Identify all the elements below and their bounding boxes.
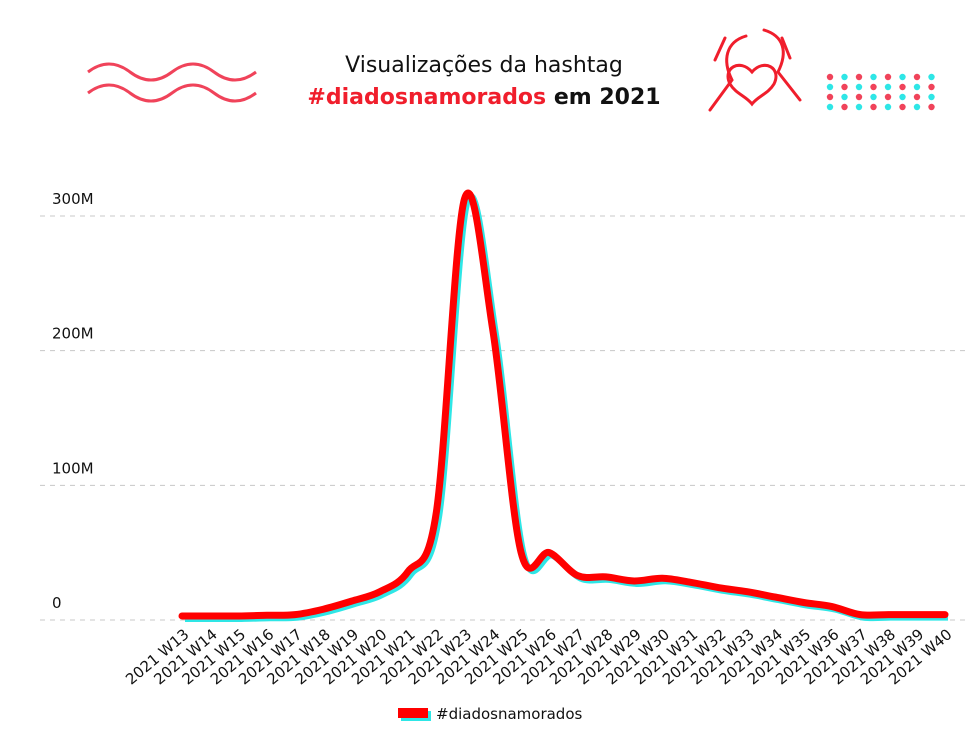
dot <box>884 103 892 111</box>
dots <box>826 73 935 111</box>
dot <box>884 93 892 101</box>
dot <box>913 73 921 81</box>
dot <box>913 83 921 91</box>
dot <box>870 93 877 101</box>
dot <box>841 93 848 101</box>
dot <box>928 83 935 91</box>
dot <box>826 83 834 91</box>
waves <box>87 62 257 103</box>
legend-swatch <box>398 708 428 718</box>
dot <box>913 103 921 111</box>
y-tick-label: 200M <box>52 325 94 343</box>
heart-hands-icon <box>708 28 802 112</box>
subtitle-rest: em 2021 <box>554 85 661 110</box>
line-shadow <box>185 193 948 623</box>
y-tick-label: 300M <box>52 190 94 208</box>
dot <box>928 103 935 111</box>
dot <box>913 93 921 101</box>
y-tick-label: 0 <box>52 594 62 612</box>
chart-title: Visualizações da hashtag <box>345 53 623 78</box>
dot <box>870 103 877 111</box>
chart-subtitle: #diadosnamorados em 2021 <box>307 85 660 110</box>
dot <box>841 83 848 91</box>
dot <box>826 93 834 101</box>
dot <box>899 73 906 81</box>
dot <box>884 73 892 81</box>
line <box>178 189 949 620</box>
dot <box>855 73 863 81</box>
dot <box>855 83 863 91</box>
dot <box>899 103 906 111</box>
dot <box>855 93 863 101</box>
dot <box>841 73 848 81</box>
dot <box>826 73 834 81</box>
dot <box>899 83 906 91</box>
dot <box>841 103 848 111</box>
dot <box>826 103 834 111</box>
dot <box>899 93 906 101</box>
dot <box>870 83 877 91</box>
dot <box>855 103 863 111</box>
dot <box>928 73 935 81</box>
dot <box>928 93 935 101</box>
legend-label: #diadosnamorados <box>436 705 583 723</box>
y-tick-label: 100M <box>52 459 94 477</box>
dot <box>884 83 892 91</box>
dot <box>870 73 877 81</box>
subtitle-highlight: #diadosnamorados <box>307 85 546 110</box>
